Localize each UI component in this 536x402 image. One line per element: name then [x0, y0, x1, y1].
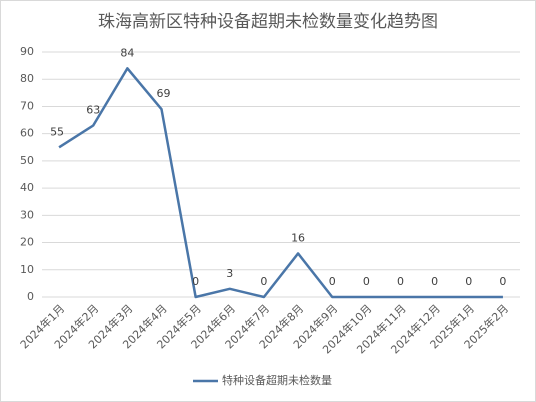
y-tick-label: 90	[20, 45, 34, 58]
data-label: 0	[465, 275, 472, 288]
data-label: 55	[50, 125, 64, 138]
data-label: 16	[291, 231, 305, 244]
data-label: 0	[192, 275, 199, 288]
chart-title: 珠海高新区特种设备超期未检数量变化趋势图	[98, 12, 438, 32]
data-label: 0	[260, 275, 267, 288]
y-tick-label: 20	[20, 236, 34, 249]
y-tick-label: 40	[20, 181, 34, 194]
y-tick-label: 50	[20, 154, 34, 167]
data-label: 0	[363, 275, 370, 288]
data-label: 0	[397, 275, 404, 288]
y-tick-label: 0	[27, 290, 34, 303]
data-label: 63	[86, 104, 100, 117]
y-tick-label: 10	[20, 263, 34, 276]
series-line	[58, 67, 503, 299]
y-tick-label: 80	[20, 72, 34, 85]
legend-label: 特种设备超期未检数量	[222, 373, 332, 387]
y-tick-label: 30	[20, 208, 34, 221]
data-label: 0	[499, 275, 506, 288]
data-label: 0	[431, 275, 438, 288]
data-label: 69	[157, 87, 171, 100]
data-label: 0	[329, 275, 336, 288]
data-label: 84	[120, 46, 134, 59]
y-tick-label: 60	[20, 127, 34, 140]
y-tick-label: 70	[20, 99, 34, 112]
data-label: 3	[226, 267, 233, 280]
